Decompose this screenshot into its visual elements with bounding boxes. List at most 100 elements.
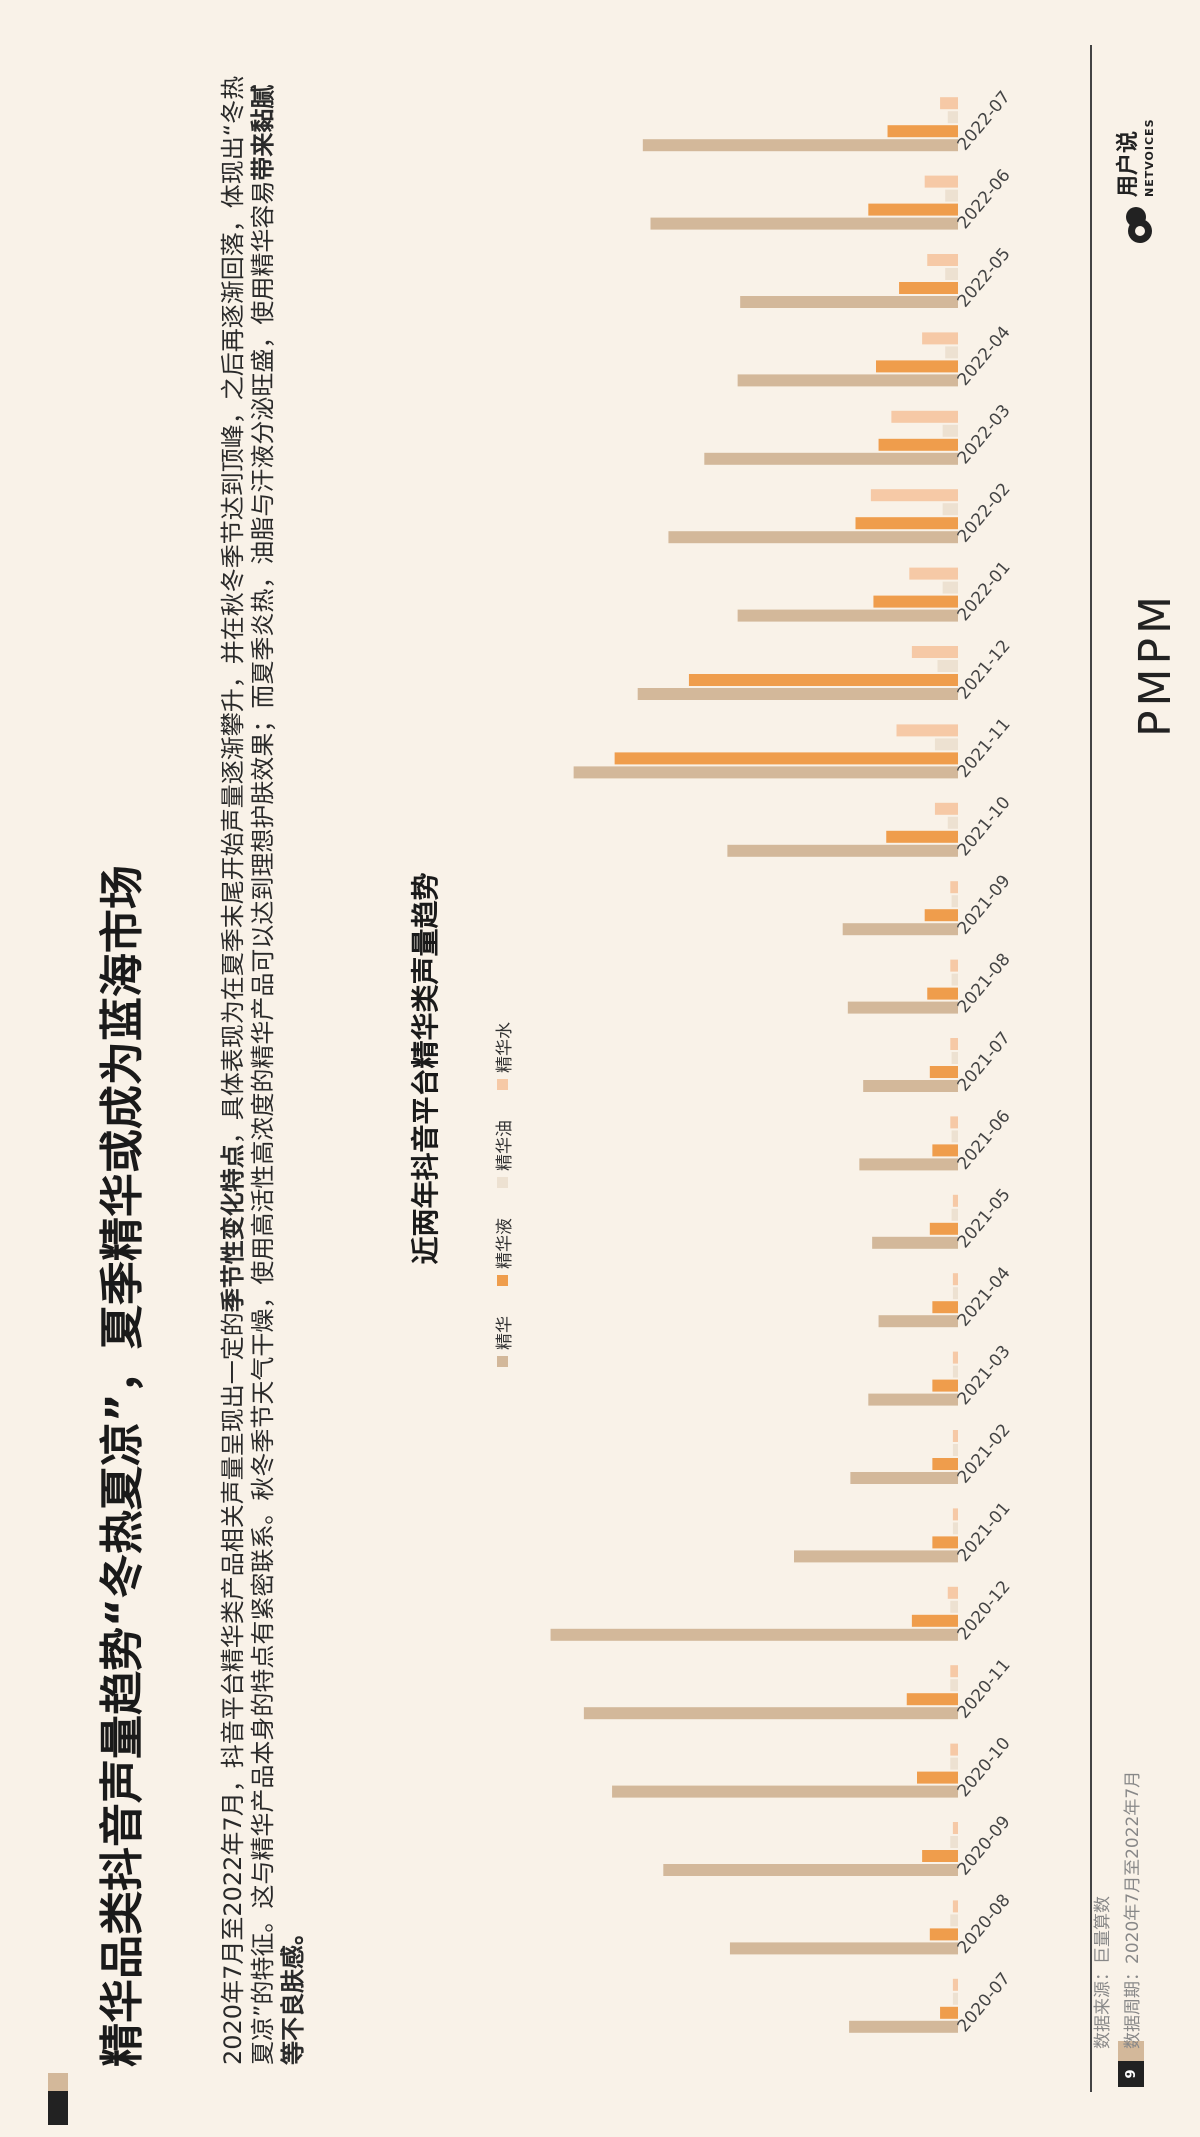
bar-精华-2022-03 <box>704 452 958 465</box>
bar-精华液-2021-11 <box>614 752 958 765</box>
bar-精华水-2021-06 <box>950 1116 958 1129</box>
bar-精华-2021-02 <box>850 1472 958 1484</box>
bar-精华水-2021-02 <box>952 1430 958 1442</box>
x-tick-label: 2021-12 <box>954 636 1015 703</box>
bar-精华液-2022-04 <box>876 360 958 373</box>
x-tick-label: 2022-03 <box>954 401 1015 468</box>
bar-精华-2022-01 <box>737 609 958 622</box>
x-tick-label: 2020-08 <box>954 1891 1015 1958</box>
bar-精华-2021-03 <box>868 1393 958 1406</box>
bar-精华水-2021-09 <box>950 881 958 894</box>
x-tick-label: 2022-02 <box>954 479 1015 546</box>
netvoices-logo-icon <box>1126 207 1152 243</box>
bar-精华液-2021-10 <box>886 830 958 843</box>
bar-精华液-2021-06 <box>932 1144 958 1157</box>
bar-精华-2021-10 <box>727 844 958 857</box>
bar-精华液-2020-11 <box>906 1693 958 1706</box>
x-tick-label: 2022-05 <box>954 244 1015 311</box>
bar-精华液-2022-02 <box>855 517 958 530</box>
bar-精华液-2020-07 <box>940 2006 958 2019</box>
bar-精华油-2021-06 <box>951 1130 958 1143</box>
brand-logo-text: PMPM <box>1130 592 1181 737</box>
bar-精华油-2021-04 <box>952 1287 958 1300</box>
bar-精华液-2020-09 <box>922 1850 958 1862</box>
bar-精华水-2021-11 <box>896 724 958 737</box>
bar-精华-2020-09 <box>663 1864 958 1876</box>
bar-精华水-2022-03 <box>891 410 958 423</box>
bar-精华油-2021-07 <box>951 1052 958 1064</box>
bar-精华水-2020-08 <box>952 1900 958 1913</box>
bar-精华油-2020-10 <box>950 1757 958 1770</box>
bar-精华液-2021-05 <box>929 1222 958 1235</box>
bar-精华水-2022-02 <box>870 489 958 502</box>
bar-精华-2022-02 <box>668 531 958 544</box>
bar-精华水-2022-07 <box>940 97 958 110</box>
bar-精华油-2021-03 <box>952 1365 958 1378</box>
bar-精华油-2022-04 <box>945 346 958 359</box>
bar-精华油-2021-01 <box>952 1522 958 1535</box>
bar-精华-2022-05 <box>740 296 958 308</box>
bar-精华液-2022-06 <box>868 203 958 216</box>
bar-精华水-2021-10 <box>934 802 958 815</box>
x-tick-label: 2022-07 <box>954 87 1015 154</box>
bar-精华水-2020-10 <box>950 1743 958 1756</box>
bar-精华-2021-12 <box>637 688 958 700</box>
bar-精华液-2021-02 <box>932 1458 958 1470</box>
x-tick-label: 2021-08 <box>954 950 1015 1017</box>
bar-精华液-2022-01 <box>873 595 958 608</box>
bar-精华-2021-08 <box>847 1001 958 1014</box>
bar-精华液-2022-03 <box>878 438 958 451</box>
x-tick-label: 2022-01 <box>954 558 1015 625</box>
x-tick-label: 2020-12 <box>954 1577 1015 1644</box>
bar-精华水-2022-01 <box>909 567 958 580</box>
bar-精华油-2021-09 <box>951 895 958 908</box>
bar-精华油-2020-11 <box>950 1679 958 1692</box>
bar-精华油-2020-09 <box>950 1836 958 1848</box>
x-tick-label: 2021-04 <box>954 1263 1015 1330</box>
bar-精华油-2020-07 <box>952 1992 958 2005</box>
bar-精华油-2022-07 <box>947 111 958 124</box>
bar-精华油-2020-08 <box>950 1914 958 1927</box>
bar-精华油-2021-05 <box>951 1208 958 1221</box>
x-tick-label: 2021-03 <box>954 1342 1015 1409</box>
bar-精华水-2021-01 <box>952 1508 958 1521</box>
bar-精华油-2021-02 <box>952 1444 958 1456</box>
bar-精华水-2020-12 <box>947 1586 958 1599</box>
bar-精华水-2021-05 <box>952 1194 958 1207</box>
bar-精华水-2021-07 <box>950 1038 958 1050</box>
bar-精华-2021-04 <box>878 1315 958 1328</box>
bar-精华-2022-07 <box>642 139 958 152</box>
bar-精华液-2020-08 <box>929 1928 958 1941</box>
bar-精华-2021-09 <box>842 923 958 936</box>
bar-精华水-2021-04 <box>952 1273 958 1286</box>
bar-精华油-2021-08 <box>951 973 958 986</box>
bar-精华-2021-01 <box>794 1550 958 1563</box>
bar-精华-2021-11 <box>573 766 958 779</box>
bar-精华-2020-10 <box>612 1785 958 1798</box>
x-tick-label: 2021-05 <box>954 1185 1015 1252</box>
bar-精华油-2021-11 <box>934 738 958 751</box>
bar-精华液-2020-10 <box>917 1771 958 1784</box>
bar-精华液-2022-07 <box>887 125 958 138</box>
bar-精华水-2020-07 <box>952 1978 958 1991</box>
bar-精华-2021-07 <box>863 1080 958 1092</box>
bar-精华-2020-07 <box>849 2020 958 2033</box>
bar-精华液-2022-05 <box>899 282 958 294</box>
bar-精华液-2021-12 <box>688 674 958 686</box>
bar-精华油-2022-01 <box>942 581 958 594</box>
page-number: 9 <box>1118 2061 1144 2087</box>
x-tick-label: 2021-06 <box>954 1107 1015 1174</box>
x-tick-label: 2020-07 <box>954 1969 1015 2036</box>
bar-精华油-2022-05 <box>945 268 958 280</box>
x-tick-label: 2022-04 <box>954 323 1015 390</box>
bar-精华水-2022-04 <box>922 332 958 345</box>
bar-精华液-2021-07 <box>929 1066 958 1078</box>
bar-精华-2020-11 <box>583 1707 958 1720</box>
bar-精华液-2021-09 <box>924 909 958 922</box>
bar-精华液-2021-03 <box>932 1379 958 1392</box>
x-tick-label: 2021-10 <box>954 793 1015 860</box>
bar-精华水-2022-05 <box>927 254 958 266</box>
x-tick-label: 2020-09 <box>954 1812 1015 1879</box>
